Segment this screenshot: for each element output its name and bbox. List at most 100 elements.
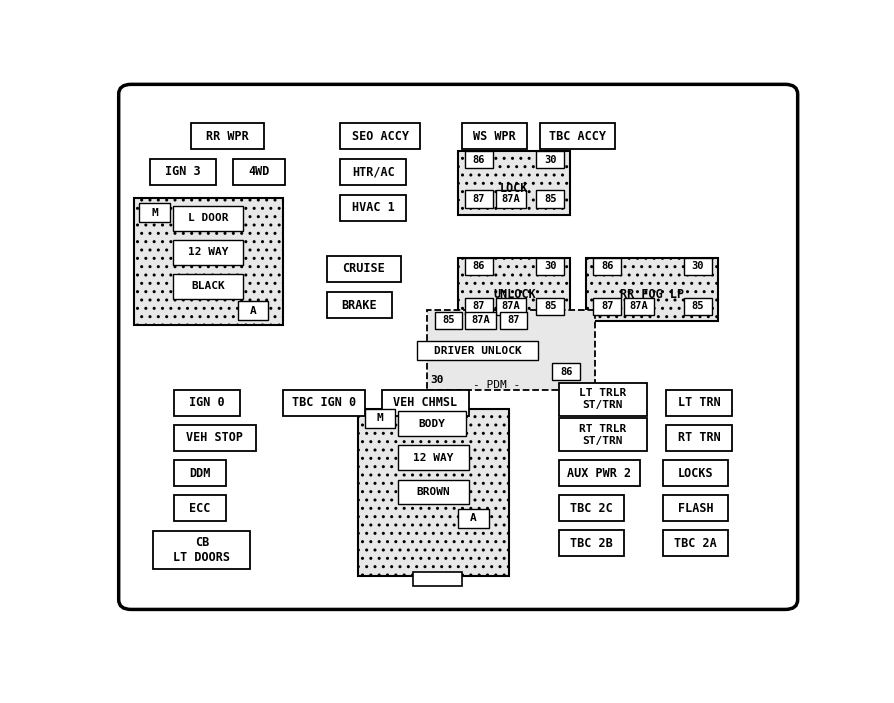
- Text: LT TRN: LT TRN: [678, 396, 721, 409]
- FancyBboxPatch shape: [662, 530, 729, 556]
- FancyBboxPatch shape: [341, 195, 406, 221]
- Text: BROWN: BROWN: [417, 487, 450, 497]
- Text: RR FOG LP: RR FOG LP: [620, 288, 684, 301]
- Text: BODY: BODY: [418, 419, 445, 429]
- FancyBboxPatch shape: [341, 123, 420, 149]
- FancyBboxPatch shape: [150, 158, 215, 184]
- Text: VEH STOP: VEH STOP: [187, 432, 243, 444]
- FancyBboxPatch shape: [134, 198, 283, 325]
- FancyBboxPatch shape: [559, 418, 647, 451]
- FancyBboxPatch shape: [398, 446, 468, 470]
- Text: 30: 30: [544, 155, 557, 165]
- FancyBboxPatch shape: [536, 191, 564, 208]
- FancyBboxPatch shape: [174, 495, 226, 521]
- Text: BRAKE: BRAKE: [342, 299, 377, 311]
- Text: 30: 30: [692, 262, 704, 271]
- FancyBboxPatch shape: [458, 151, 570, 215]
- FancyBboxPatch shape: [139, 203, 170, 222]
- Text: TBC ACCY: TBC ACCY: [549, 130, 606, 143]
- FancyBboxPatch shape: [465, 191, 493, 208]
- FancyBboxPatch shape: [465, 311, 495, 329]
- FancyBboxPatch shape: [173, 240, 243, 264]
- FancyBboxPatch shape: [413, 572, 461, 586]
- FancyBboxPatch shape: [365, 408, 395, 428]
- Text: IGN 0: IGN 0: [190, 396, 224, 409]
- FancyBboxPatch shape: [154, 531, 250, 569]
- Text: 87: 87: [473, 194, 485, 204]
- FancyBboxPatch shape: [662, 460, 729, 486]
- Text: ECC: ECC: [190, 502, 211, 515]
- Text: DDM: DDM: [190, 467, 211, 479]
- Text: LT TRLR
ST/TRN: LT TRLR ST/TRN: [579, 388, 627, 411]
- FancyBboxPatch shape: [594, 257, 621, 275]
- FancyBboxPatch shape: [624, 297, 654, 315]
- Text: RR WPR: RR WPR: [207, 130, 249, 143]
- FancyBboxPatch shape: [559, 460, 640, 486]
- Text: RT TRN: RT TRN: [678, 432, 721, 444]
- FancyBboxPatch shape: [559, 383, 647, 415]
- Text: HVAC 1: HVAC 1: [352, 201, 394, 214]
- Text: 85: 85: [544, 302, 557, 311]
- Text: 85: 85: [544, 194, 557, 204]
- FancyBboxPatch shape: [326, 292, 392, 318]
- FancyBboxPatch shape: [559, 495, 624, 521]
- FancyBboxPatch shape: [174, 389, 240, 415]
- FancyBboxPatch shape: [191, 123, 265, 149]
- FancyBboxPatch shape: [666, 425, 732, 451]
- Text: RT TRLR
ST/TRN: RT TRLR ST/TRN: [579, 424, 627, 446]
- Text: CRUISE: CRUISE: [342, 262, 385, 276]
- Text: 30: 30: [431, 375, 444, 385]
- Text: TBC IGN 0: TBC IGN 0: [291, 396, 356, 409]
- FancyBboxPatch shape: [465, 257, 493, 275]
- Text: WS WPR: WS WPR: [473, 130, 516, 143]
- FancyBboxPatch shape: [684, 297, 712, 315]
- Text: FLASH: FLASH: [678, 502, 713, 515]
- Text: 87A: 87A: [471, 316, 490, 325]
- Text: A: A: [470, 513, 477, 524]
- FancyBboxPatch shape: [233, 158, 285, 184]
- FancyBboxPatch shape: [398, 411, 466, 436]
- FancyBboxPatch shape: [458, 257, 570, 321]
- Text: 85: 85: [443, 316, 455, 325]
- Text: UNLOCK: UNLOCK: [493, 288, 536, 301]
- Text: 86: 86: [601, 262, 613, 271]
- FancyBboxPatch shape: [465, 151, 493, 168]
- FancyBboxPatch shape: [495, 191, 526, 208]
- FancyBboxPatch shape: [586, 257, 718, 321]
- Text: LOCK: LOCK: [500, 182, 528, 195]
- Text: 86: 86: [473, 155, 485, 165]
- FancyBboxPatch shape: [552, 363, 580, 380]
- Text: 87: 87: [601, 302, 613, 311]
- FancyBboxPatch shape: [536, 257, 564, 275]
- FancyBboxPatch shape: [173, 273, 243, 299]
- FancyBboxPatch shape: [461, 123, 527, 149]
- FancyBboxPatch shape: [382, 389, 468, 415]
- Text: L DOOR: L DOOR: [188, 213, 228, 223]
- FancyBboxPatch shape: [594, 297, 621, 315]
- Text: LOCKS: LOCKS: [678, 467, 713, 479]
- Text: 30: 30: [544, 262, 557, 271]
- FancyBboxPatch shape: [427, 310, 595, 390]
- FancyBboxPatch shape: [417, 342, 538, 360]
- FancyBboxPatch shape: [500, 311, 527, 329]
- FancyBboxPatch shape: [358, 409, 510, 576]
- FancyBboxPatch shape: [465, 297, 493, 315]
- FancyBboxPatch shape: [662, 495, 729, 521]
- Text: IGN 3: IGN 3: [165, 165, 200, 178]
- Text: TBC 2C: TBC 2C: [570, 502, 613, 515]
- Text: M: M: [151, 207, 158, 218]
- Text: 87A: 87A: [502, 194, 520, 204]
- FancyBboxPatch shape: [666, 389, 732, 415]
- Text: TBC 2B: TBC 2B: [570, 537, 613, 550]
- Text: DRIVER UNLOCK: DRIVER UNLOCK: [434, 346, 521, 356]
- FancyBboxPatch shape: [495, 297, 526, 315]
- Text: 85: 85: [692, 302, 704, 311]
- Text: 4WD: 4WD: [249, 165, 270, 178]
- FancyBboxPatch shape: [326, 256, 401, 282]
- FancyBboxPatch shape: [119, 84, 797, 610]
- FancyBboxPatch shape: [536, 151, 564, 168]
- FancyBboxPatch shape: [458, 509, 489, 528]
- FancyBboxPatch shape: [341, 158, 406, 184]
- Text: M: M: [376, 413, 384, 423]
- FancyBboxPatch shape: [536, 297, 564, 315]
